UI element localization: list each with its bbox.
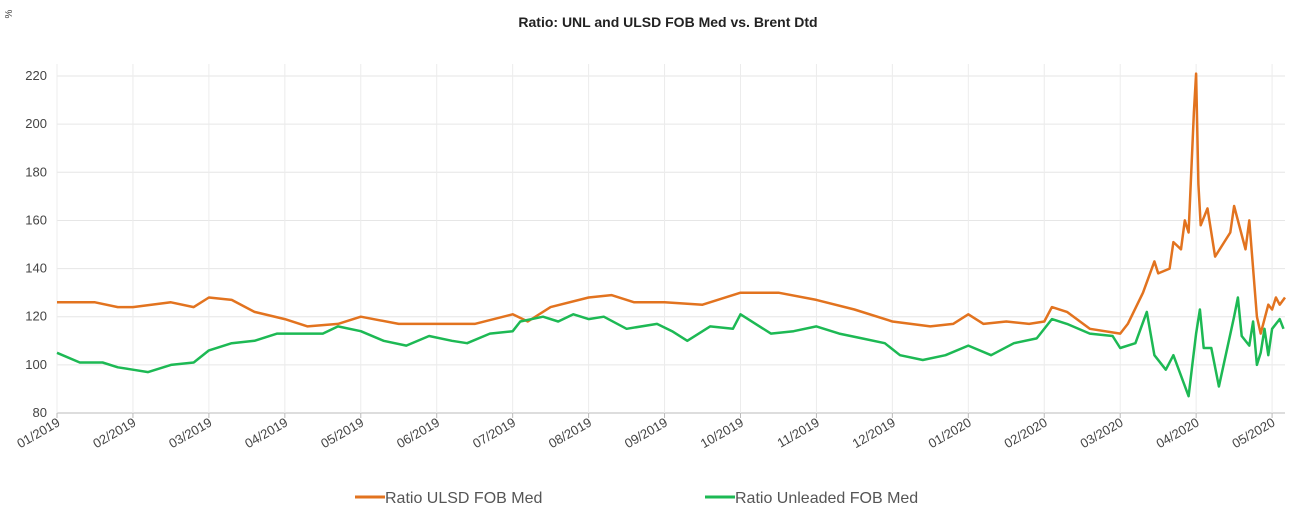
x-tick-label: 03/2019 xyxy=(166,415,214,451)
x-tick-label: 04/2019 xyxy=(242,415,290,451)
x-tick-label: 07/2019 xyxy=(470,415,518,451)
x-tick-label: 12/2019 xyxy=(850,415,898,451)
x-tick-label: 11/2019 xyxy=(775,415,822,451)
y-tick-label: 100 xyxy=(25,357,47,372)
x-tick-label: 02/2019 xyxy=(90,415,138,451)
y-tick-label: 160 xyxy=(25,212,47,227)
y-tick-label: 200 xyxy=(25,116,47,131)
series-line xyxy=(57,72,1287,335)
x-tick-label: 02/2020 xyxy=(1002,415,1050,451)
x-tick-label: 10/2019 xyxy=(698,415,746,451)
x-tick-label: 03/2020 xyxy=(1078,415,1126,451)
y-tick-label: 180 xyxy=(25,164,47,179)
x-tick-label: 09/2019 xyxy=(622,415,670,451)
x-tick-label: 08/2019 xyxy=(546,415,594,451)
x-tick-label: 06/2019 xyxy=(394,415,442,451)
series-line xyxy=(56,296,1285,398)
x-tick-label: 01/2019 xyxy=(14,415,62,451)
y-tick-label: 80 xyxy=(33,405,47,420)
x-tick-label: 05/2019 xyxy=(318,415,366,451)
y-tick-label: 220 xyxy=(25,68,47,83)
x-tick-label: 04/2020 xyxy=(1153,415,1201,451)
y-tick-label: 140 xyxy=(25,261,47,276)
legend-label: Ratio ULSD FOB Med xyxy=(385,490,542,507)
legend-label: Ratio Unleaded FOB Med xyxy=(735,490,918,507)
y-axis-label: % xyxy=(4,9,15,18)
x-tick-label: 01/2020 xyxy=(926,415,974,451)
chart-title: Ratio: UNL and ULSD FOB Med vs. Brent Dt… xyxy=(518,14,817,30)
x-tick-label: 05/2020 xyxy=(1229,415,1277,451)
y-tick-label: 120 xyxy=(25,309,47,324)
